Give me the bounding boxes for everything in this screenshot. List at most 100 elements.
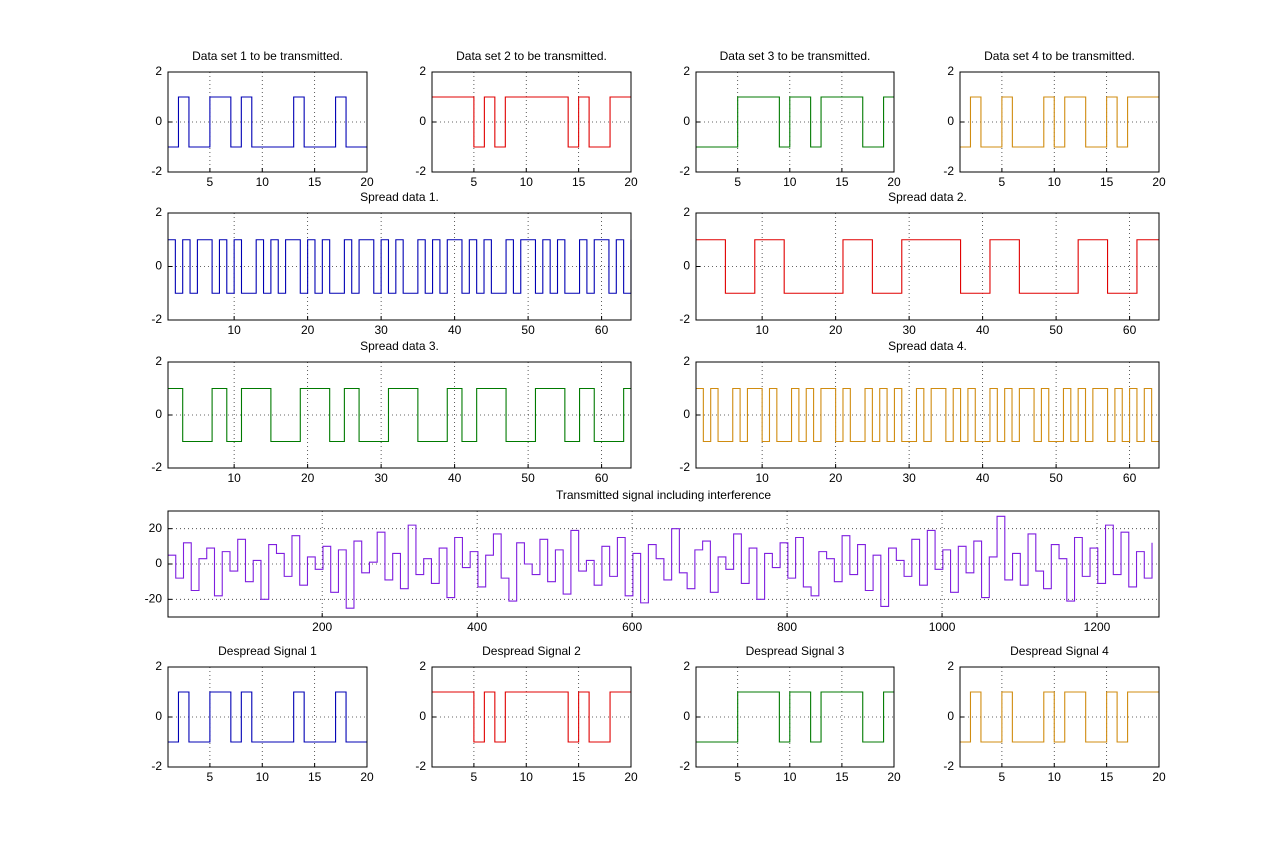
y-tick-label: -2 — [415, 759, 426, 773]
axes-frame — [167, 212, 632, 321]
signal-line — [696, 239, 1159, 294]
x-tick-label: 1000 — [929, 620, 956, 634]
signal-line — [168, 691, 367, 743]
axes-frame — [959, 666, 1160, 768]
x-tick-label: 15 — [1100, 175, 1114, 189]
subplot: Despread Signal 1 5 10 15 20 -2 0 2 — [151, 644, 374, 784]
subplot-title: Spread data 1. — [360, 190, 439, 204]
x-tick-label: 40 — [976, 323, 990, 337]
y-tick-label: -2 — [151, 460, 162, 474]
y-tick-label: 0 — [947, 709, 954, 723]
axes-frame — [167, 666, 368, 768]
x-tick-label: 15 — [572, 175, 586, 189]
axes-border — [431, 71, 632, 173]
subplot-title: Data set 2 to be transmitted. — [456, 49, 607, 63]
x-tick-label: 10 — [783, 175, 797, 189]
signal-line — [960, 96, 1159, 148]
x-tick-label: 20 — [624, 175, 638, 189]
x-tick-label: 20 — [1152, 770, 1166, 784]
y-tick-label: 0 — [683, 114, 690, 128]
y-tick-label: -2 — [679, 312, 690, 326]
x-tick-label: 30 — [902, 471, 916, 485]
x-tick-label: 60 — [595, 323, 609, 337]
subplot: Transmitted signal including interferenc… — [145, 488, 1160, 634]
y-tick-label: -2 — [151, 164, 162, 178]
x-tick-label: 5 — [207, 770, 214, 784]
subplot: Spread data 1. 10 20 30 40 50 60 -2 0 2 — [151, 190, 632, 337]
axes-border — [695, 361, 1160, 469]
subplot: Despread Signal 2 5 10 15 20 -2 0 2 — [415, 644, 638, 784]
subplot: Spread data 4. 10 20 30 40 50 60 -2 0 2 — [679, 339, 1160, 485]
y-tick-label: 2 — [683, 64, 690, 78]
y-tick-label: -2 — [943, 164, 954, 178]
x-tick-label: 5 — [734, 175, 741, 189]
axes-frame — [167, 71, 368, 173]
y-tick-label: 0 — [683, 709, 690, 723]
y-tick-label: 2 — [155, 64, 162, 78]
axes-border — [431, 666, 632, 768]
x-tick-label: 10 — [256, 175, 270, 189]
x-tick-label: 10 — [227, 471, 241, 485]
x-tick-label: 5 — [471, 770, 478, 784]
axes-frame — [431, 71, 632, 173]
subplot-title: Spread data 4. — [888, 339, 967, 353]
x-tick-label: 20 — [829, 471, 843, 485]
y-tick-label: -2 — [943, 759, 954, 773]
subplot-title: Despread Signal 3 — [746, 644, 845, 658]
x-tick-label: 60 — [595, 471, 609, 485]
x-tick-label: 60 — [1123, 471, 1137, 485]
y-tick-label: -2 — [415, 164, 426, 178]
y-tick-label: 0 — [683, 407, 690, 421]
axes-border — [167, 510, 1160, 618]
x-tick-label: 60 — [1123, 323, 1137, 337]
x-tick-label: 20 — [887, 175, 901, 189]
x-tick-label: 15 — [835, 770, 849, 784]
x-tick-label: 5 — [999, 770, 1006, 784]
axes-border — [695, 666, 895, 768]
x-tick-label: 20 — [360, 175, 374, 189]
signal-line — [432, 96, 631, 148]
x-tick-label: 20 — [829, 323, 843, 337]
subplot-title: Data set 1 to be transmitted. — [192, 49, 343, 63]
axes-border — [167, 361, 632, 469]
y-tick-label: 20 — [149, 521, 163, 535]
x-tick-label: 15 — [308, 770, 322, 784]
x-tick-label: 10 — [755, 323, 769, 337]
x-tick-label: 10 — [783, 770, 797, 784]
y-tick-label: 2 — [683, 354, 690, 368]
subplot-title: Transmitted signal including interferenc… — [556, 488, 771, 502]
x-tick-label: 15 — [572, 770, 586, 784]
x-tick-label: 600 — [622, 620, 642, 634]
axes-frame — [695, 361, 1160, 469]
signal-line — [168, 515, 1153, 609]
x-tick-label: 30 — [374, 323, 388, 337]
y-tick-label: -2 — [679, 460, 690, 474]
y-tick-label: 2 — [683, 205, 690, 219]
axes-frame — [431, 666, 632, 768]
y-tick-label: 0 — [155, 259, 162, 273]
y-tick-label: -2 — [151, 759, 162, 773]
signal-line — [168, 239, 632, 294]
x-tick-label: 10 — [520, 175, 534, 189]
signal-line — [696, 96, 894, 148]
subplot: Data set 3 to be transmitted. 5 10 15 20 -2 0 2 — [679, 49, 901, 189]
signal-line — [432, 691, 631, 743]
x-tick-label: 50 — [521, 471, 535, 485]
y-tick-label: 0 — [155, 709, 162, 723]
y-tick-label: -20 — [145, 592, 163, 606]
y-tick-label: 2 — [155, 659, 162, 673]
subplot-title: Despread Signal 1 — [218, 644, 317, 658]
axes-border — [959, 666, 1160, 768]
x-tick-label: 15 — [308, 175, 322, 189]
subplot: Data set 1 to be transmitted. 5 10 15 20 -2 0 2 — [151, 49, 374, 189]
subplot-title: Spread data 2. — [888, 190, 967, 204]
subplot: Data set 4 to be transmitted. 5 10 15 20 -2 0 2 — [943, 49, 1166, 189]
signal-line — [168, 387, 631, 443]
x-tick-label: 20 — [301, 471, 315, 485]
axes-border — [959, 71, 1160, 173]
x-tick-label: 50 — [1049, 323, 1063, 337]
x-tick-label: 50 — [1049, 471, 1063, 485]
x-tick-label: 10 — [227, 323, 241, 337]
axes-frame — [167, 361, 632, 469]
